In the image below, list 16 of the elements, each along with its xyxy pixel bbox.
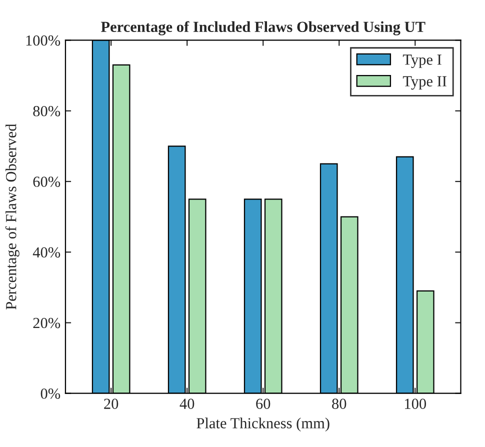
y-tick-label: 0%	[40, 388, 60, 399]
x-tick-label: 60	[256, 398, 270, 409]
x-tick-label: 20	[104, 398, 118, 409]
chart-title: Percentage of Included Flaws Observed Using UT	[100, 21, 426, 36]
x-tick-label: 40	[180, 398, 194, 409]
x-tick-label: 100	[405, 398, 426, 409]
x-tick-label: 80	[332, 398, 346, 409]
y-tick-label: 40%	[32, 247, 60, 258]
legend-label: Type II	[402, 76, 446, 90]
legend-label: Type I	[402, 54, 442, 68]
y-axis-title: Percentage of Flaws Observed	[5, 124, 20, 310]
y-tick-label: 60%	[33, 176, 60, 187]
y-tick-label: 20%	[33, 318, 60, 328]
x-axis-title: Plate Thickness (mm)	[196, 418, 330, 432]
y-tick-label: 80%	[33, 106, 60, 116]
y-tick-label: 100%	[26, 35, 60, 46]
